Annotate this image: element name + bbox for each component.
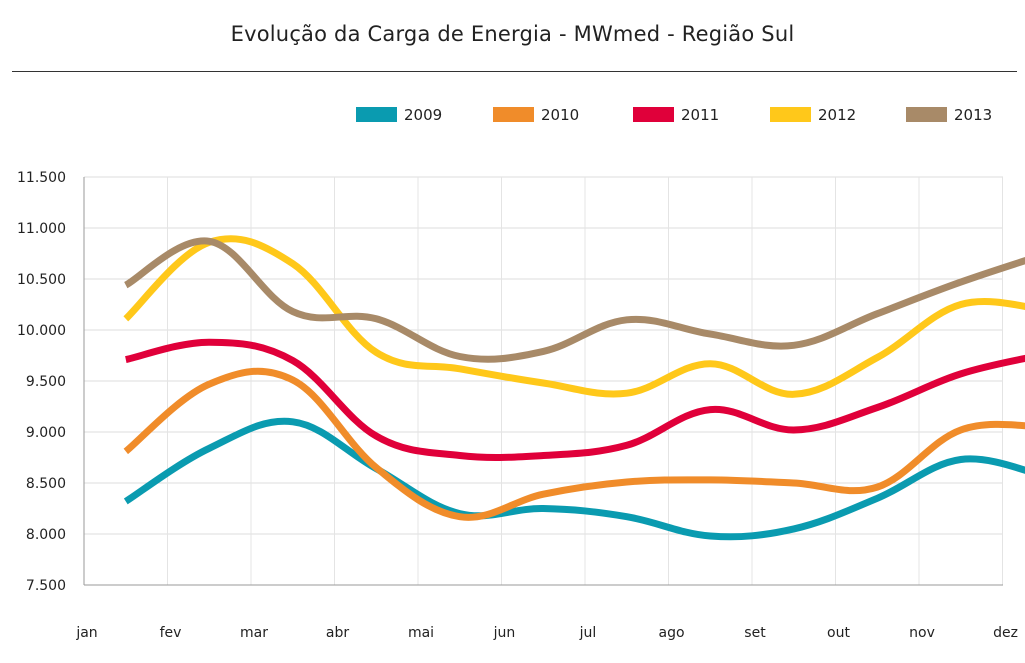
- y-tick-label: 10.500: [17, 272, 66, 288]
- series-line-2010: [123, 367, 1025, 521]
- legend-swatch-2011: [633, 107, 674, 122]
- legend-swatch-2009: [356, 107, 397, 122]
- y-tick-label: 8.000: [26, 527, 66, 543]
- legend-label-2011: 2011: [681, 106, 719, 124]
- series-line-2009: [123, 417, 1025, 541]
- y-axis-tick-labels: 7.500 8.000 8.500 9.000 9.500 10.000 10.500 11.…: [17, 170, 66, 594]
- x-tick-label: jan: [75, 625, 97, 641]
- y-tick-label: 9.000: [26, 425, 66, 441]
- x-tick-label: mai: [408, 625, 434, 641]
- x-tick-label: set: [744, 625, 766, 641]
- legend-label-2009: 2009: [404, 106, 442, 124]
- x-axis-tick-labels: jan fev mar abr mai jun jul ago set out nov dez: [75, 625, 1018, 641]
- x-tick-label: abr: [326, 625, 349, 641]
- y-tick-label: 9.500: [26, 374, 66, 390]
- y-tick-label: 10.000: [17, 323, 66, 339]
- legend: 2009 2010 2011 2012 2013: [356, 106, 992, 124]
- series-line-2013: [123, 237, 1025, 363]
- legend-label-2010: 2010: [541, 106, 579, 124]
- x-tick-label: fev: [160, 625, 182, 641]
- series-line-2012: [123, 235, 1025, 398]
- y-tick-label: 11.000: [17, 221, 66, 237]
- legend-label-2013: 2013: [954, 106, 992, 124]
- x-tick-label: out: [827, 625, 850, 641]
- y-tick-label: 11.500: [17, 170, 66, 186]
- x-tick-label: mar: [240, 625, 268, 641]
- legend-swatch-2012: [770, 107, 811, 122]
- x-tick-label: ago: [658, 625, 684, 641]
- legend-swatch-2010: [493, 107, 534, 122]
- y-tick-label: 8.500: [26, 476, 66, 492]
- title-divider: [12, 71, 1017, 72]
- series-lines: [123, 235, 1025, 541]
- x-tick-label: nov: [909, 625, 935, 641]
- x-tick-label: jun: [493, 625, 516, 641]
- legend-swatch-2013: [906, 107, 947, 122]
- x-tick-label: jul: [579, 625, 597, 641]
- series-line-2011: [125, 338, 1025, 461]
- chart-title: Evolução da Carga de Energia - MWmed - R…: [230, 22, 795, 46]
- x-tick-label: dez: [993, 625, 1018, 641]
- y-tick-label: 7.500: [26, 578, 66, 594]
- axes: [83, 177, 1003, 586]
- legend-label-2012: 2012: [818, 106, 856, 124]
